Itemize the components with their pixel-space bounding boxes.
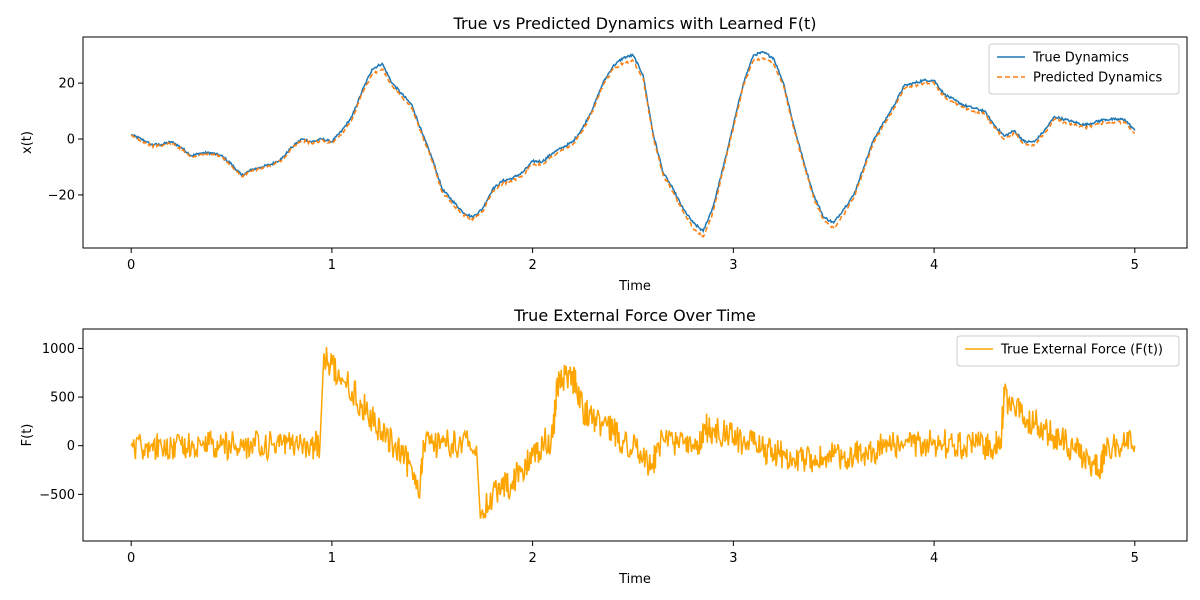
y-tick-label: 0 bbox=[67, 133, 75, 148]
legend: True Dynamics Predicted Dynamics bbox=[988, 43, 1180, 95]
legend-label: True External Force (F(t)) bbox=[1000, 343, 1163, 358]
x-tick-label: 4 bbox=[930, 551, 938, 566]
series-lines bbox=[130, 50, 1136, 238]
legend-box bbox=[988, 43, 1180, 95]
y-tick-label: −500 bbox=[39, 488, 75, 503]
axis-ticks: 0 1 2 3 4 5 −500 0 500 1000 bbox=[39, 342, 1139, 566]
axis-ticks: 0 1 2 3 4 5 −20 0 20 bbox=[48, 77, 1139, 273]
y-tick-label: −20 bbox=[48, 188, 75, 203]
legend-label: Predicted Dynamics bbox=[1033, 71, 1162, 86]
y-axis-label: F(t) bbox=[20, 424, 35, 447]
y-tick-label: 0 bbox=[67, 439, 75, 454]
plot-frame bbox=[82, 328, 1188, 542]
x-tick-label: 0 bbox=[127, 551, 135, 566]
x-tick-label: 1 bbox=[328, 258, 336, 273]
series-lines bbox=[130, 346, 1136, 519]
x-tick-label: 0 bbox=[127, 258, 135, 273]
legend: True External Force (F(t)) bbox=[956, 335, 1180, 367]
legend-label: True Dynamics bbox=[1032, 51, 1129, 66]
x-tick-label: 3 bbox=[729, 551, 737, 566]
x-tick-label: 5 bbox=[1131, 551, 1139, 566]
x-tick-label: 2 bbox=[528, 551, 536, 566]
dynamics-chart: True vs Predicted Dynamics with Learned … bbox=[20, 14, 1188, 294]
x-tick-label: 1 bbox=[328, 551, 336, 566]
x-axis-label: Time bbox=[618, 279, 651, 294]
y-tick-label: 500 bbox=[50, 391, 75, 406]
x-axis-label: Time bbox=[618, 572, 651, 587]
series-line-1 bbox=[131, 50, 1136, 234]
x-tick-label: 4 bbox=[930, 258, 938, 273]
x-tick-label: 3 bbox=[729, 258, 737, 273]
series-line-2 bbox=[130, 57, 1136, 238]
x-tick-label: 5 bbox=[1131, 258, 1139, 273]
plot-frame bbox=[82, 36, 1188, 249]
x-tick-label: 2 bbox=[528, 258, 536, 273]
y-axis-label: x(t) bbox=[20, 131, 35, 154]
force-chart: True External Force Over Time 0 1 2 3 4 5 −500… bbox=[20, 306, 1188, 587]
series-line-1 bbox=[130, 346, 1136, 519]
chart-title: True vs Predicted Dynamics with Learned … bbox=[453, 14, 817, 33]
y-tick-label: 1000 bbox=[42, 342, 75, 357]
y-tick-label: 20 bbox=[58, 77, 75, 92]
chart-title: True External Force Over Time bbox=[513, 306, 756, 325]
legend-box bbox=[956, 335, 1180, 367]
